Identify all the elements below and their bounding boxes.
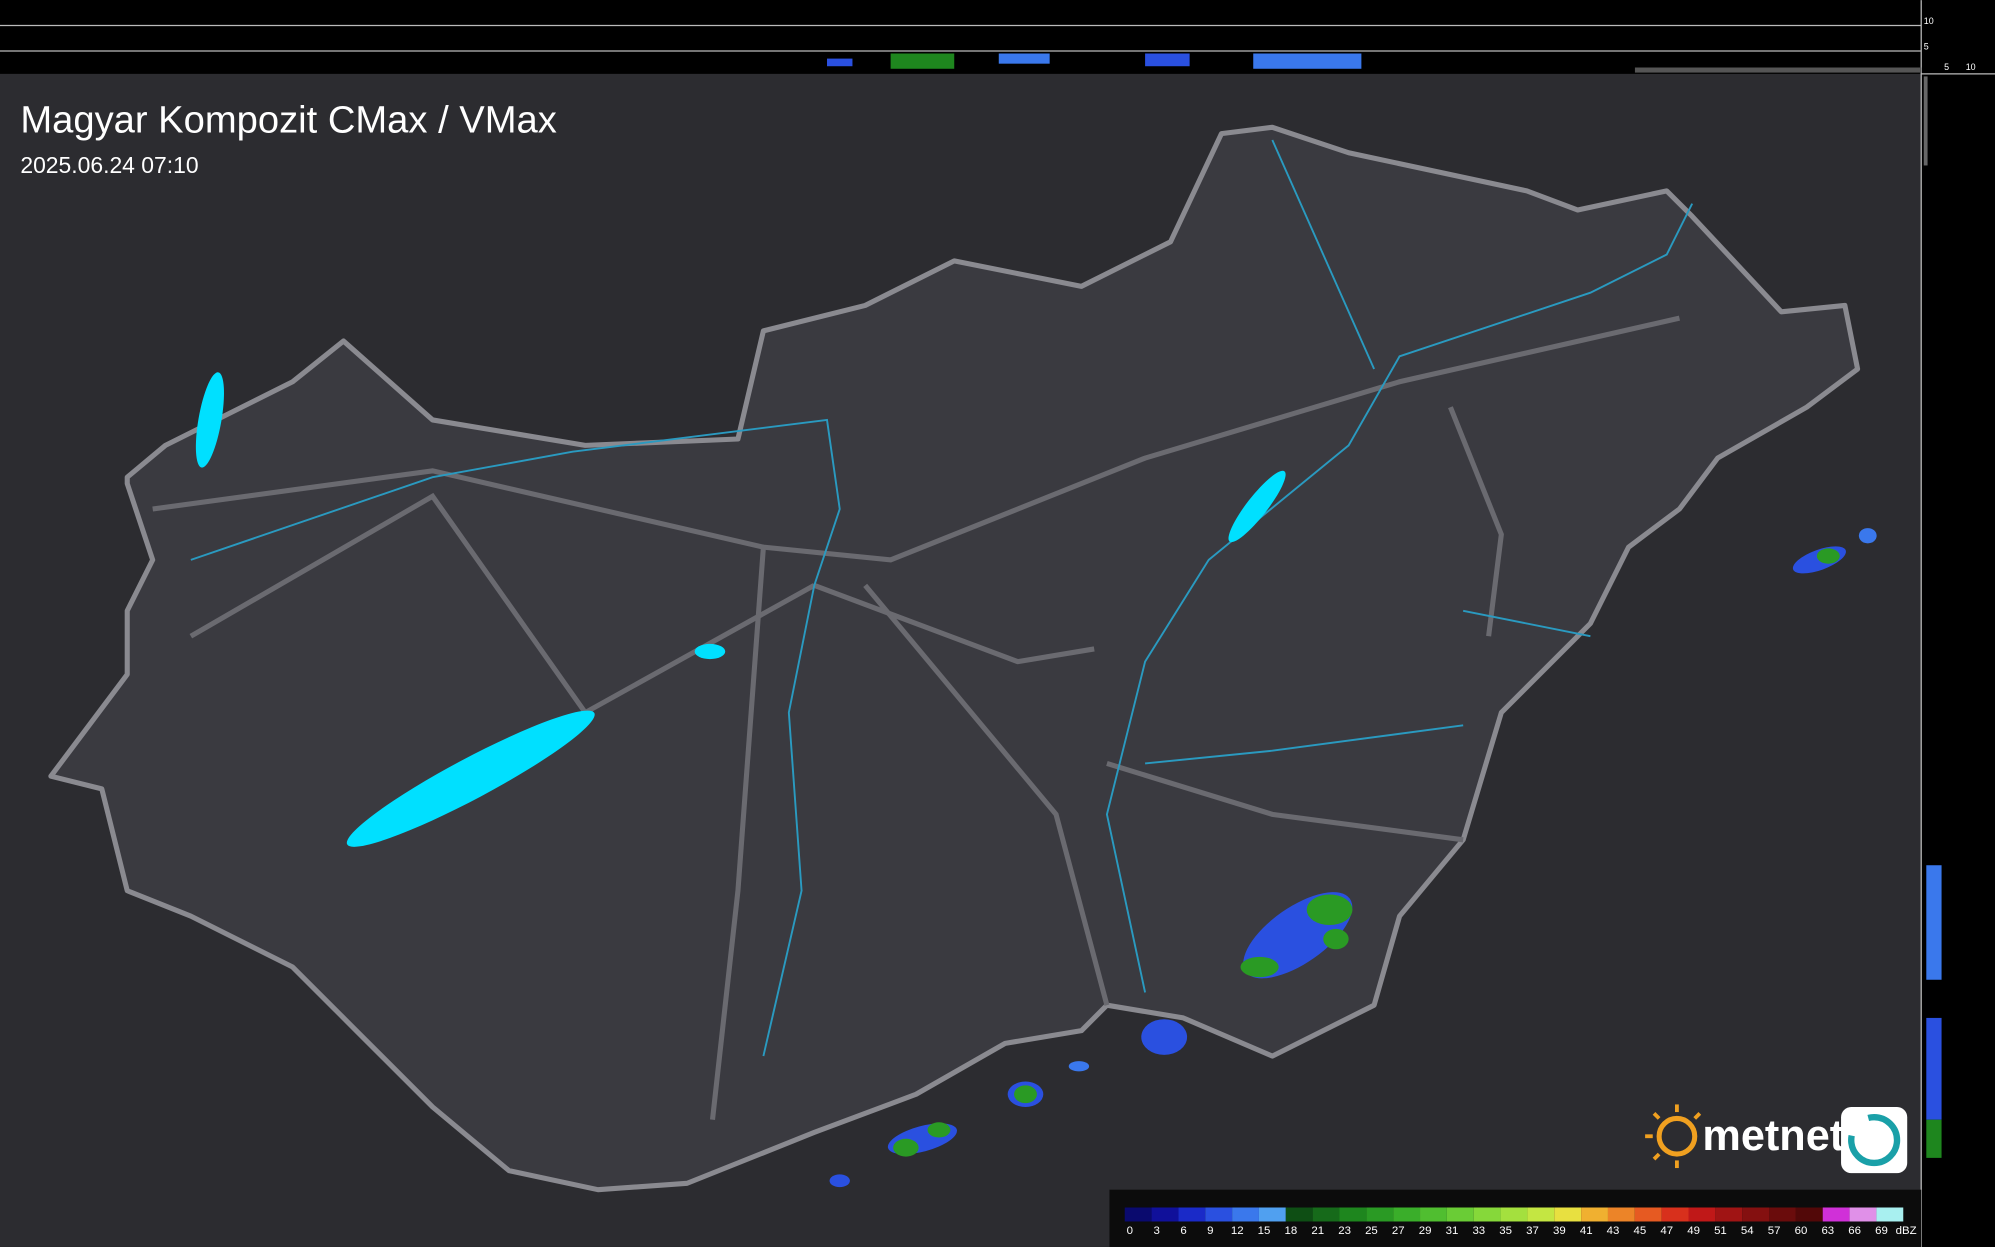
colorbar-label: 23 (1338, 1225, 1351, 1237)
colorbar-label: 3 (1153, 1225, 1159, 1237)
colorbar-swatch (1822, 1207, 1850, 1222)
colorbar-label: 9 (1207, 1225, 1213, 1237)
timestamp: 2025.06.24 07:10 (20, 152, 198, 178)
map-title: Magyar Kompozit CMax / VMax (20, 98, 556, 141)
colorbar-swatch (1527, 1207, 1555, 1222)
colorbar-swatch (1285, 1207, 1313, 1222)
colorbar-label: 35 (1499, 1225, 1512, 1237)
colorbar-swatch (1366, 1207, 1394, 1222)
colorbar-swatch (1205, 1207, 1233, 1222)
colorbar-label: 63 (1821, 1225, 1834, 1237)
colorbar-swatch (1661, 1207, 1689, 1222)
colorbar-label: 51 (1714, 1225, 1727, 1237)
colorbar-swatch (1581, 1207, 1608, 1222)
colorbar-swatch (1393, 1207, 1421, 1222)
colorbar-label: 15 (1258, 1225, 1271, 1237)
top-strip-echoes (827, 53, 1922, 73)
colorbar-swatch (1607, 1207, 1635, 1222)
roads (152, 315, 1681, 1120)
colorbar-label: 37 (1526, 1225, 1539, 1237)
lakes (195, 372, 1286, 847)
colorbar-label: 66 (1848, 1225, 1861, 1237)
colorbar-label: 0 (1127, 1225, 1133, 1237)
colorbar-swatch (1849, 1207, 1877, 1222)
colorbar-swatch (1124, 1207, 1152, 1222)
colorbar-swatch (1473, 1207, 1501, 1222)
colorbar-label: 45 (1634, 1225, 1647, 1237)
colorbar: 0 3 6 9 12 15 18 21 23 25 27 29 31 33 35 37 39 41 43 45 47 49… (1124, 1207, 1917, 1237)
colorbar-label: 6 (1180, 1225, 1186, 1237)
country-outline (48, 124, 1861, 1193)
colorbar-swatch (1420, 1207, 1447, 1222)
side-label: 10 (1966, 62, 1976, 72)
colorbar-label: 54 (1741, 1225, 1754, 1237)
logo-text: metnet (1702, 1112, 1844, 1160)
side-strip-echoes (1923, 76, 1942, 1158)
colorbar-swatch (1876, 1207, 1904, 1222)
colorbar-label: 18 (1285, 1225, 1298, 1237)
colorbar-swatch (1446, 1207, 1474, 1222)
colorbar-label: 69 (1875, 1225, 1888, 1237)
colorbar-label: 21 (1311, 1225, 1324, 1237)
colorbar-swatch (1339, 1207, 1367, 1222)
colorbar-swatch (1795, 1207, 1823, 1222)
colorbar-label: 25 (1365, 1225, 1378, 1237)
colorbar-label: 49 (1687, 1225, 1700, 1237)
colorbar-swatch (1688, 1207, 1716, 1222)
side-label: 10 (1924, 16, 1934, 26)
colorbar-swatch (1634, 1207, 1662, 1222)
colorbar-swatch (1232, 1207, 1259, 1222)
colorbar-label: 57 (1768, 1225, 1781, 1237)
colorbar-swatch (1742, 1207, 1770, 1222)
colorbar-label: 43 (1607, 1225, 1620, 1237)
side-label: 5 (1944, 62, 1949, 72)
colorbar-label: 12 (1231, 1225, 1244, 1237)
colorbar-label: 47 (1660, 1225, 1673, 1237)
side-label: 5 (1924, 42, 1929, 52)
colorbar-unit: dBZ (1896, 1225, 1917, 1237)
radar-echoes (829, 528, 1877, 1188)
colorbar-swatch (1178, 1207, 1206, 1222)
colorbar-swatch (1312, 1207, 1340, 1222)
logo: metnet (1645, 1104, 1908, 1174)
colorbar-swatch (1554, 1207, 1582, 1222)
colorbar-label: 39 (1553, 1225, 1566, 1237)
colorbar-label: 33 (1472, 1225, 1485, 1237)
colorbar-swatch (1715, 1207, 1743, 1222)
colorbar-label: 29 (1419, 1225, 1432, 1237)
rivers (190, 139, 1694, 1057)
colorbar-swatch (1500, 1207, 1528, 1222)
colorbar-label: 31 (1446, 1225, 1459, 1237)
colorbar-label: 60 (1795, 1225, 1808, 1237)
colorbar-swatch (1258, 1207, 1286, 1222)
colorbar-swatch (1151, 1207, 1179, 1222)
colorbar-label: 41 (1580, 1225, 1593, 1237)
colorbar-swatch (1769, 1207, 1796, 1222)
colorbar-label: 27 (1392, 1225, 1405, 1237)
